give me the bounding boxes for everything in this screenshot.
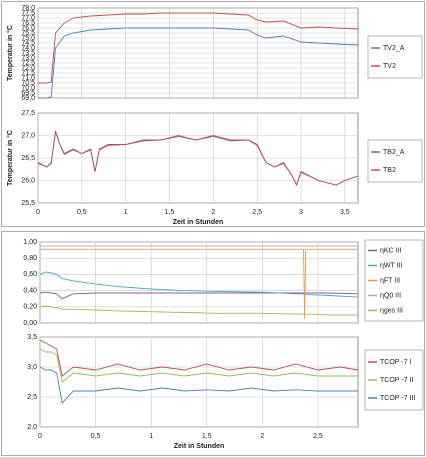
y-tick-label: 70,5	[21, 80, 35, 87]
y-tick-label: 0,80	[23, 255, 37, 262]
x-tick-label: 0	[38, 433, 42, 440]
top-panel	[1, 1, 425, 227]
series-line	[38, 12, 359, 84]
legend-label: ηQ0 III	[380, 292, 401, 299]
y-tick-label: 1,00	[23, 239, 37, 246]
legend-label: ηges III	[380, 307, 403, 314]
x-tick-label: 1,5	[165, 209, 175, 216]
x-tick-label: 3	[299, 209, 303, 216]
x-tick-label: 2,5	[313, 433, 323, 440]
y-tick-label: 2,0	[27, 424, 37, 431]
legend-label: TV2	[383, 63, 396, 70]
x-tick-label: 2,5	[252, 209, 262, 216]
y-tick-label: 75,0	[21, 35, 35, 42]
x-tick-label: 0,5	[77, 209, 87, 216]
y-tick-label: 26,5	[21, 155, 35, 162]
x-axis-label: Zeit in Stunden	[174, 443, 225, 450]
y-tick-label: 0,40	[23, 287, 37, 294]
series-line	[39, 348, 358, 383]
series-line	[39, 339, 359, 377]
y-tick-label: 71,0	[21, 75, 35, 82]
legend-label: ηWT III	[380, 262, 402, 269]
y-tick-label: 72,5	[21, 60, 35, 67]
legend-label: TCOP -7 II	[380, 377, 413, 384]
x-tick-label: 1,5	[202, 433, 212, 440]
legend-label: TB2	[383, 167, 396, 174]
y-tick-label: 73,0	[21, 55, 35, 62]
y-tick-label: 0,00	[23, 320, 37, 327]
y-tick-label: 73,5	[21, 50, 35, 57]
bottom-panel	[1, 231, 425, 456]
legend-label: ηKC III	[380, 247, 401, 254]
x-tick-label: 2	[211, 209, 215, 216]
series-line	[39, 305, 358, 316]
x-tick-label: 3,5	[340, 209, 350, 216]
y-tick-label: 76,0	[21, 25, 35, 32]
y-axis-label: Temperatur in °C	[6, 25, 14, 81]
legend-label: TCOP -7 I	[380, 359, 411, 366]
y-tick-label: 0,60	[23, 271, 37, 278]
y-tick-label: 69,5	[21, 90, 35, 97]
y-tick-label: 74,0	[21, 45, 35, 52]
legend	[367, 139, 423, 183]
legend-label: TV2_A	[383, 45, 405, 52]
y-tick-label: 76,5	[21, 20, 35, 27]
series-line	[38, 27, 359, 99]
x-tick-label: 1	[124, 209, 128, 216]
y-tick-label: 3,5	[27, 334, 37, 341]
x-tick-label: 0	[36, 209, 40, 216]
series-line	[37, 130, 359, 187]
legend	[367, 35, 423, 79]
y-tick-label: 0,20	[23, 304, 37, 311]
x-tick-label: 2	[260, 433, 264, 440]
legend-label: ηFT III	[380, 277, 400, 284]
series-line	[39, 271, 359, 298]
x-tick-label: 1	[149, 433, 153, 440]
legend-label: TB2_A	[383, 149, 405, 156]
y-axis-label: Temperatur in °C	[6, 130, 14, 186]
series-line	[40, 248, 358, 319]
y-tick-label: 2,5	[27, 394, 37, 401]
y-tick-label: 3,0	[27, 364, 37, 371]
y-tick-label: 27,0	[21, 132, 35, 139]
y-tick-label: 27,5	[21, 110, 35, 117]
y-tick-label: 75,5	[21, 30, 35, 37]
legend-label: TCOP -7 III	[380, 395, 415, 402]
x-axis-label: Zeit in Stunden	[173, 219, 224, 226]
y-tick-label: 72,0	[21, 65, 35, 72]
y-tick-label: 26,0	[21, 177, 35, 184]
series-line	[39, 366, 358, 404]
x-tick-label: 0,5	[91, 433, 101, 440]
series-line	[39, 291, 359, 300]
y-tick-label: 77,0	[21, 15, 35, 22]
y-tick-label: 77,5	[21, 10, 35, 17]
y-tick-label: 25,5	[21, 200, 35, 207]
y-tick-label: 69,0	[21, 95, 35, 102]
y-tick-label: 70,0	[21, 85, 35, 92]
y-tick-label: 71,5	[21, 70, 35, 77]
y-tick-label: 74,5	[21, 40, 35, 47]
y-tick-label: 78,0	[21, 5, 35, 12]
